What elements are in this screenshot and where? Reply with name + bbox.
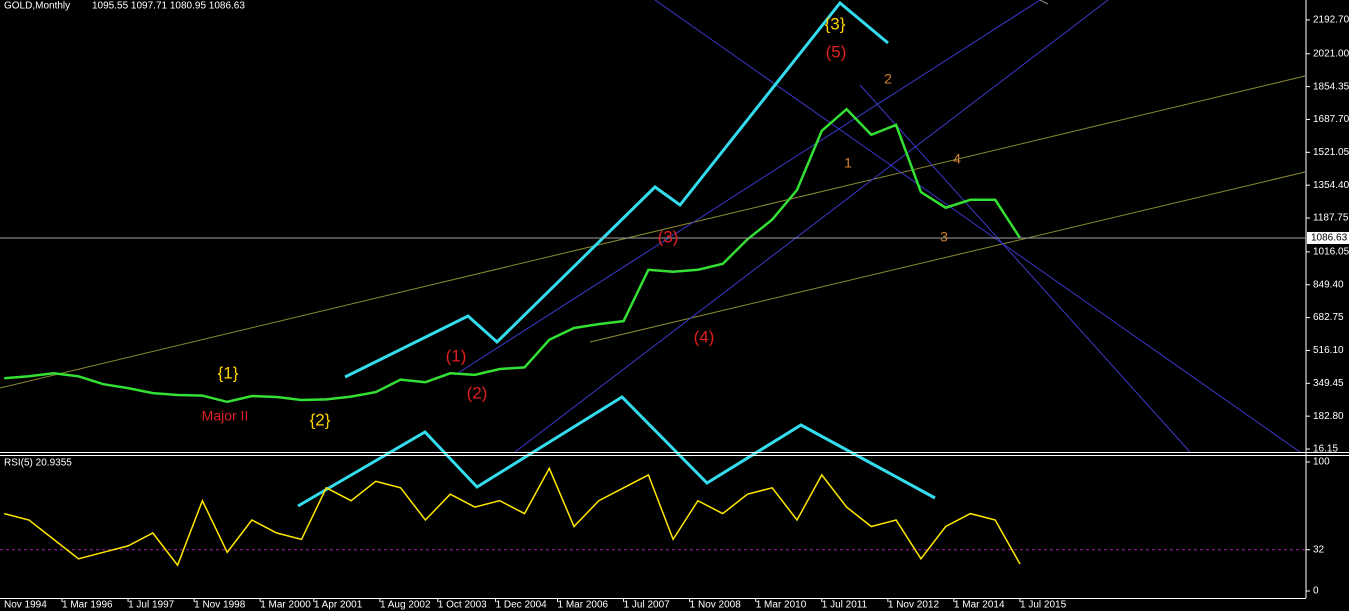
x-tick-label: 1 Dec 2004 [496,600,548,611]
x-tick-label: 1 Apr 2001 [314,600,363,611]
y-tick-label: 182.80 [1313,411,1344,422]
x-tick-label: 1 Mar 2014 [954,600,1005,611]
channel-line [859,84,1191,453]
x-tick-label: 1 Mar 2000 [260,600,311,611]
indicator-title: RSI(5) 20.9355 [4,458,72,469]
chart-title: GOLD,Monthly [4,1,70,12]
x-tick-label: Nov 1994 [4,600,47,611]
y-tick-label: 100 [1313,457,1330,468]
wave-label: (1) [446,346,467,365]
wave-label: (2) [467,383,488,402]
y-tick-label: 1016.05 [1313,247,1349,258]
wave-arrow [297,395,936,508]
x-tick-label: 1 Nov 2008 [690,600,742,611]
wave-label: 2 [884,71,892,87]
channel-line [654,0,1301,453]
wave-label: {1} [218,363,239,382]
y-tick-label: 1687.70 [1313,114,1349,125]
wave-label: 1 [844,155,852,171]
wave-label: {3} [825,14,846,33]
x-tick-label: 1 Mar 2006 [558,600,609,611]
channel-line [514,0,1109,453]
y-tick-label: 349.45 [1313,378,1344,389]
channel-line [454,0,1041,376]
wave-label: 3 [940,229,948,245]
y-tick-label: 2192.70 [1313,15,1349,26]
y-tick-label: 1854.35 [1313,81,1349,92]
y-tick-label: 682.75 [1313,312,1344,323]
y-tick-label: 516.10 [1313,345,1344,356]
x-tick-label: 1 Jul 2007 [624,600,671,611]
wave-label: 4 [953,151,961,167]
wave-label: Major II [202,408,249,424]
wave-arrow [344,0,889,379]
wave-label: (4) [694,327,715,346]
series-line [4,466,1021,567]
x-tick-label: 1 Mar 1996 [62,600,113,611]
series-line [4,107,1022,404]
wave-label: (3) [658,227,679,246]
wave-label: {2} [310,410,331,429]
channel-line [1039,0,1049,5]
y-tick-label: 1187.75 [1313,213,1349,224]
y-tick-label: 16.15 [1313,444,1338,455]
price-label-box [1307,231,1349,244]
x-tick-label: 1 Oct 2003 [438,600,487,611]
y-tick-label: 2021.00 [1313,48,1349,59]
wave-arrows [297,0,936,508]
trend-lines [0,0,1306,453]
trend-line [0,75,1306,389]
x-tick-label: 1 Nov 1998 [194,600,246,611]
x-tick-label: 1 Jul 1997 [128,600,175,611]
ohlc-values: 1095.55 1097.71 1080.95 1086.63 [92,1,245,12]
y-tick-label: 1354.40 [1313,180,1349,191]
x-tick-label: 1 Jul 2011 [822,600,868,611]
x-tick-label: 1 Jul 2015 [1020,600,1067,611]
x-tick-label: 1 Aug 2002 [380,600,431,611]
trend-line [589,171,1306,343]
x-tick-label: 1 Nov 2012 [888,600,940,611]
y-tick-label: 1521.05 [1313,147,1349,158]
y-tick-label: 0 [1313,586,1319,597]
y-tick-label: 849.40 [1313,279,1344,290]
x-tick-label: 1 Mar 2010 [756,600,807,611]
wave-label: (5) [826,42,847,61]
y-tick-label: 32 [1313,544,1325,555]
price-label: 1086.63 [1311,233,1348,244]
